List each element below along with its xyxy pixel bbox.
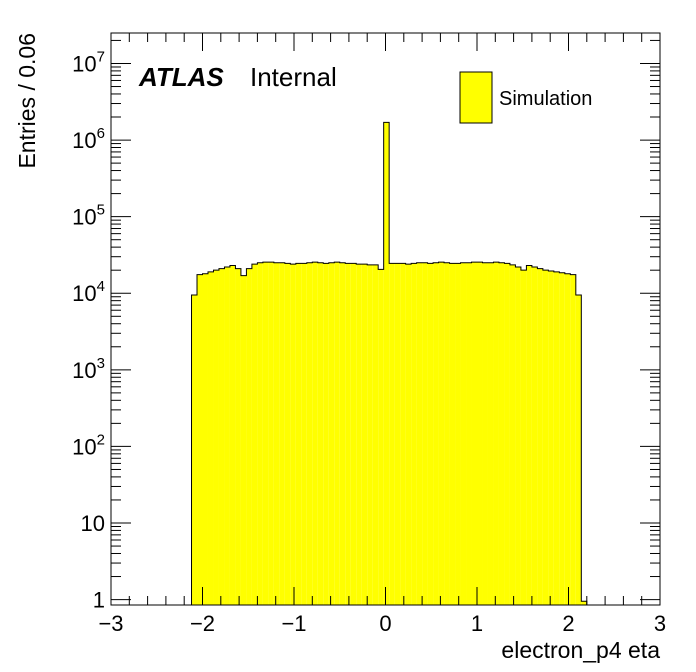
histogram-bar — [559, 272, 565, 605]
histogram-bar — [548, 271, 554, 605]
histogram-bar — [575, 294, 582, 605]
histogram-bar — [411, 263, 417, 605]
histogram-bar — [295, 263, 302, 605]
atlas-logo-text: ATLAS — [138, 62, 224, 92]
histogram-bar — [279, 262, 285, 605]
histogram-bar — [482, 262, 488, 605]
histogram-bar — [273, 262, 280, 605]
histogram-bar — [246, 268, 252, 605]
x-tick-label: −3 — [98, 611, 123, 636]
histogram-bar — [526, 265, 532, 605]
x-tick-label: −1 — [281, 611, 306, 636]
legend-entry-simulation: Simulation — [499, 88, 592, 110]
histogram-bar — [394, 263, 401, 605]
x-axis-title: electron_p4 eta — [501, 637, 660, 663]
histogram-bar — [400, 263, 406, 605]
histogram-bar — [284, 263, 291, 605]
axis-tick-labels: −3 −2 −1 0 1 2 3 1 10 102 103 104 105 106 107 — [72, 48, 666, 636]
x-tick-label: 1 — [471, 611, 483, 636]
histogram-bar — [257, 262, 263, 605]
x-tick-label: −2 — [190, 611, 215, 636]
histogram-bar — [383, 122, 390, 605]
x-tick-label: 3 — [654, 611, 666, 636]
histogram-bar — [433, 262, 439, 605]
histogram-bar — [416, 262, 423, 605]
histogram-bar — [570, 274, 576, 605]
y-tick-label: 10 — [81, 511, 105, 536]
legend-swatch-simulation — [459, 71, 493, 124]
histogram-bar — [477, 262, 483, 605]
internal-label: Internal — [250, 62, 337, 92]
histogram-bar — [438, 262, 445, 605]
y-tick-label: 106 — [72, 125, 105, 153]
histogram-bar — [487, 262, 494, 605]
histogram-bar — [460, 262, 467, 605]
histogram-bar — [367, 264, 373, 605]
histogram-bar — [306, 262, 313, 605]
histogram-bar — [218, 268, 225, 605]
histogram-bar — [581, 601, 587, 605]
histogram-bar — [229, 265, 236, 605]
x-tick-label: 0 — [379, 611, 391, 636]
histogram-bar — [378, 269, 384, 605]
histogram-bar — [466, 262, 472, 605]
histogram-bar — [235, 268, 241, 605]
histogram-bar — [444, 262, 450, 605]
histogram-bar — [504, 263, 510, 605]
y-tick-label: 102 — [72, 431, 105, 459]
histogram-bar — [427, 263, 434, 605]
histogram-bar — [301, 263, 307, 605]
axis-ticks — [110, 33, 661, 605]
histogram-bar — [537, 268, 543, 605]
histogram-bar — [449, 263, 456, 605]
histogram-bar — [361, 264, 368, 605]
histogram-bar — [564, 273, 571, 605]
histogram-outline — [191, 121, 588, 605]
y-tick-label: 105 — [72, 202, 105, 230]
histogram-bar — [339, 262, 346, 605]
y-axis-title: Entries / 0.06 — [14, 33, 40, 169]
histogram-bar — [290, 264, 296, 605]
histogram-bar — [262, 262, 269, 605]
histogram-bar — [498, 262, 505, 605]
y-tick-label: 1 — [93, 588, 105, 613]
histogram-bar — [334, 262, 340, 605]
histogram-bar — [422, 262, 428, 605]
histogram-bar — [207, 271, 214, 605]
y-tick-label: 103 — [72, 355, 105, 383]
legend: Simulation — [459, 71, 592, 124]
histogram-bar — [542, 270, 549, 605]
histogram-bar — [531, 267, 538, 605]
histogram-bar — [213, 270, 219, 605]
histogram-bar — [323, 263, 329, 605]
histogram-bar — [345, 263, 351, 605]
histogram-bar — [455, 263, 461, 605]
histogram-bar — [471, 262, 477, 605]
histogram-bar — [240, 275, 247, 605]
histogram-bar — [328, 262, 335, 605]
histogram-bar — [553, 271, 560, 605]
histogram-bar — [493, 262, 499, 605]
histogram-bar — [515, 267, 521, 605]
histogram-bar — [191, 294, 198, 605]
x-tick-label: 2 — [562, 611, 574, 636]
histogram-bar — [317, 262, 324, 605]
histogram-bar — [251, 264, 258, 605]
histogram-bar — [268, 262, 274, 605]
histogram-bar — [520, 270, 527, 605]
histogram-bar — [350, 263, 357, 605]
histogram-bar — [197, 274, 203, 605]
histogram-bar — [202, 273, 208, 605]
histogram-bar — [224, 267, 230, 605]
histogram-bar — [509, 264, 516, 605]
histogram-bar — [312, 262, 318, 605]
histogram-bar — [389, 263, 395, 605]
y-tick-label: 104 — [72, 278, 105, 306]
histogram-bars — [191, 122, 587, 605]
y-tick-label: 107 — [72, 48, 105, 76]
histogram-bar — [356, 264, 362, 605]
histogram-bar — [372, 264, 379, 605]
histogram-bar — [405, 264, 412, 605]
